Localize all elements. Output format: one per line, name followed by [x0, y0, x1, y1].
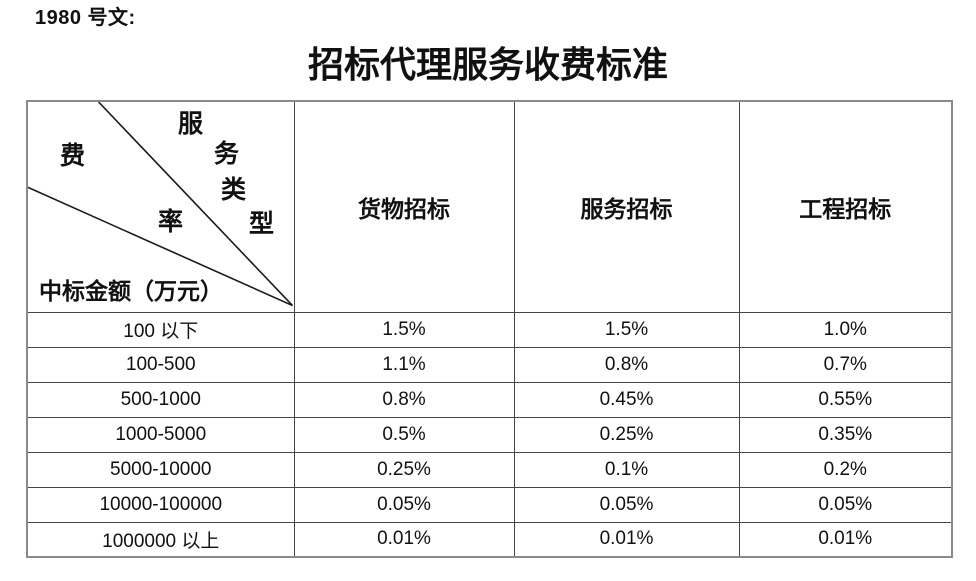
goods-rate-cell: 1.5%: [293, 311, 515, 348]
works-rate-cell: 0.35%: [738, 416, 953, 453]
works-rate-cell: 0.2%: [738, 451, 953, 488]
corner-label-service-type-char-4: 型: [249, 211, 275, 238]
amount-range-cell: 1000000 以上: [26, 521, 295, 558]
table-row: 10000-100000 0.05% 0.05% 0.05%: [26, 486, 953, 523]
table-row: 1000000 以上 0.01% 0.01% 0.01%: [26, 521, 953, 558]
column-header-services-bidding: 服务招标: [513, 100, 740, 313]
column-header-goods-bidding: 货物招标: [293, 100, 515, 313]
amount-range-cell: 1000-5000: [26, 416, 295, 453]
services-rate-cell: 0.01%: [513, 521, 740, 558]
column-header-works-bidding: 工程招标: [738, 100, 953, 313]
works-rate-cell: 0.01%: [738, 521, 953, 558]
goods-rate-cell: 1.1%: [293, 346, 515, 383]
corner-label-fee-rate-char-1: 费: [60, 143, 86, 170]
amount-range-cell: 100-500: [26, 346, 295, 383]
table-row: 5000-10000 0.25% 0.1% 0.2%: [26, 451, 953, 488]
corner-label-service-type-char-3: 类: [221, 177, 247, 204]
amount-range-cell: 10000-100000: [26, 486, 295, 523]
table-row: 1000-5000 0.5% 0.25% 0.35%: [26, 416, 953, 453]
goods-rate-cell: 0.25%: [293, 451, 515, 488]
header-diagonal-lines-graphic: [28, 102, 293, 307]
services-rate-cell: 0.8%: [513, 346, 740, 383]
works-rate-cell: 0.55%: [738, 381, 953, 418]
table-row: 100-500 1.1% 0.8% 0.7%: [26, 346, 953, 383]
table-row: 100 以下 1.5% 1.5% 1.0%: [26, 311, 953, 348]
goods-rate-cell: 0.01%: [293, 521, 515, 558]
goods-rate-cell: 0.5%: [293, 416, 515, 453]
table-header-row: 服 务 类 型 费 率 中标金额（万元） 货物招标 服务招标 工程招标: [26, 100, 953, 313]
corner-label-fee-rate-char-2: 率: [158, 209, 184, 236]
works-rate-cell: 0.05%: [738, 486, 953, 523]
page-title: 招标代理服务收费标准: [307, 45, 668, 85]
corner-label-service-type-char-2: 务: [214, 141, 240, 168]
amount-range-cell: 5000-10000: [26, 451, 295, 488]
services-rate-cell: 0.1%: [513, 451, 740, 488]
fee-standard-table: 服 务 类 型 费 率 中标金额（万元） 货物招标 服务招标 工程招标 100 …: [26, 100, 953, 558]
corner-label-bid-amount: 中标金额（万元）: [39, 279, 223, 304]
corner-label-service-type-char-1: 服: [178, 111, 204, 138]
services-rate-cell: 0.05%: [513, 486, 740, 523]
works-rate-cell: 0.7%: [738, 346, 953, 383]
doc-reference-number: 1980 号文:: [35, 7, 136, 29]
services-rate-cell: 0.25%: [513, 416, 740, 453]
services-rate-cell: 1.5%: [513, 311, 740, 348]
goods-rate-cell: 0.05%: [293, 486, 515, 523]
table-row: 500-1000 0.8% 0.45% 0.55%: [26, 381, 953, 418]
goods-rate-cell: 0.8%: [293, 381, 515, 418]
services-rate-cell: 0.45%: [513, 381, 740, 418]
works-rate-cell: 1.0%: [738, 311, 953, 348]
table-corner-cell: 服 务 类 型 费 率 中标金额（万元）: [26, 100, 295, 313]
amount-range-cell: 100 以下: [26, 311, 295, 348]
amount-range-cell: 500-1000: [26, 381, 295, 418]
